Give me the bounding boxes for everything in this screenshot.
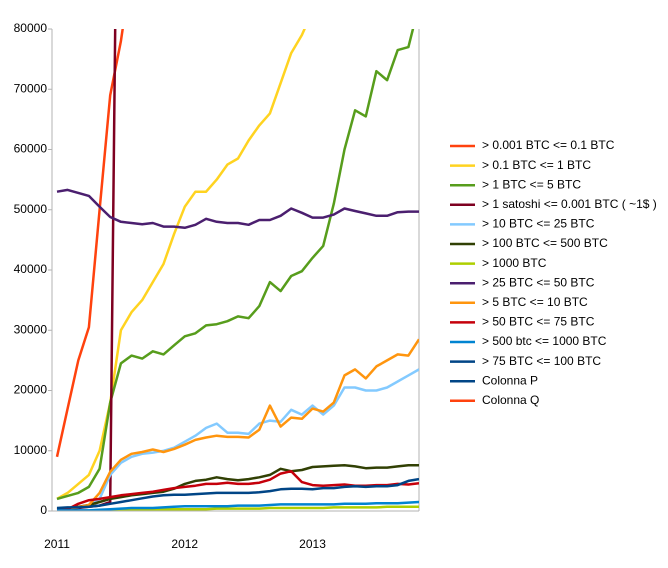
- series-line: [56, 29, 306, 500]
- legend-label: Colonna P: [482, 373, 538, 387]
- y-tick-label: 0: [40, 503, 47, 517]
- legend-label: > 75 BTC <= 100 BTC: [482, 354, 601, 368]
- plot-area: [55, 29, 419, 511]
- series-line: [56, 338, 419, 511]
- legend-label: > 1000 BTC: [482, 256, 547, 270]
- y-tick-label: 40000: [14, 262, 48, 276]
- legend-label: > 10 BTC <= 25 BTC: [482, 217, 595, 231]
- legend-label: > 50 BTC <= 75 BTC: [482, 315, 595, 329]
- y-tick-label: 20000: [14, 383, 48, 397]
- legend-label: > 0.1 BTC <= 1 BTC: [482, 158, 591, 172]
- series-line: [56, 29, 415, 501]
- y-tick-label: 50000: [14, 202, 48, 216]
- legend-label: > 1 BTC <= 5 BTC: [482, 177, 581, 191]
- series-line: [57, 500, 419, 511]
- x-tick-label: 2013: [299, 537, 326, 551]
- legend-label: > 25 BTC <= 50 BTC: [482, 275, 595, 289]
- series-line: [56, 29, 117, 511]
- legend-label: > 1 satoshi <= 0.001 BTC ( ~1$ ): [482, 197, 657, 211]
- x-tick-label: 2011: [44, 537, 70, 551]
- y-tick-label: 60000: [14, 142, 48, 156]
- series-line: [56, 188, 419, 230]
- y-tick-label: 70000: [14, 81, 48, 95]
- legend-label: > 100 BTC <= 500 BTC: [482, 236, 608, 250]
- legend-label: Colonna Q: [482, 393, 539, 407]
- legend-label: > 0.001 BTC <= 0.1 BTC: [482, 138, 615, 152]
- series-line: [56, 477, 419, 510]
- y-tick-label: 30000: [14, 322, 48, 336]
- y-tick-label: 10000: [14, 443, 48, 457]
- y-tick-label: 80000: [14, 21, 48, 35]
- series-line: [56, 463, 419, 510]
- series-line: [55, 29, 124, 458]
- legend-label: > 5 BTC <= 10 BTC: [482, 295, 588, 309]
- x-tick-label: 2012: [171, 537, 198, 551]
- legend-label: > 500 btc <= 1000 BTC: [482, 334, 607, 348]
- series-line: [56, 368, 419, 510]
